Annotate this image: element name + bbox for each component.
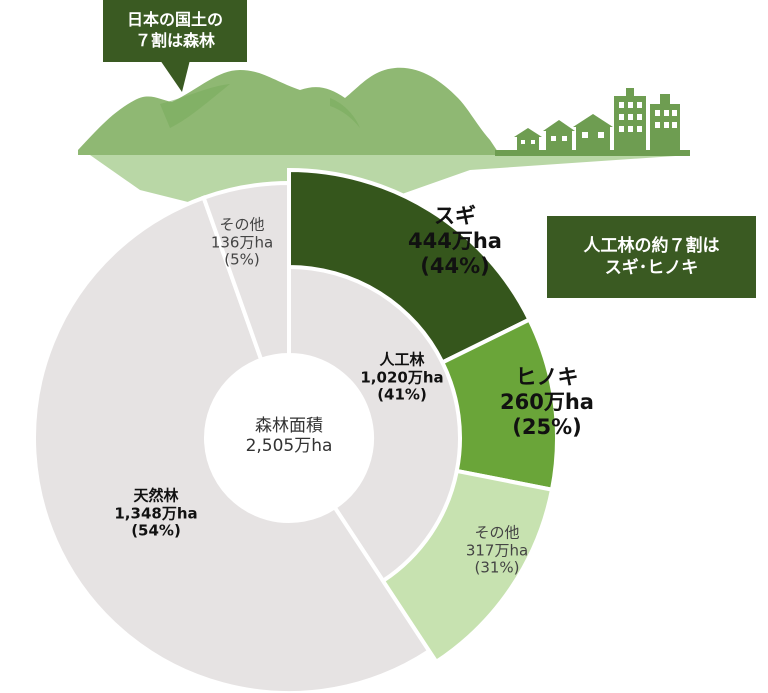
donut-ring [32,167,559,693]
center-total: 2,505万ha [245,436,333,456]
label-planted-name: 人工林 [379,350,425,369]
label-other-planted-name: その他 [474,523,520,542]
callout-pointer [160,60,190,92]
label-sugi: スギ 444万ha (44%) [408,204,502,278]
label-other-value: 136万ha [210,233,274,252]
label-sugi-pct: (44%) [420,253,490,278]
ground-strip [495,150,690,156]
town-icon [514,88,680,151]
label-natural-forest: 天然林 1,348万ha (54%) [114,487,197,540]
label-other-pct: (5%) [224,250,260,269]
label-natural-value: 1,348万ha [114,504,198,523]
planted-forest-callout: 人工林の約７割は スギ･ヒノキ [547,216,756,298]
label-hinoki-value: 260万ha [500,389,594,414]
label-hinoki-pct: (25%) [512,414,582,439]
label-natural-name: 天然林 [133,486,179,505]
mountains-icon [78,67,500,155]
callout-right-line2: スギ･ヒノキ [604,258,699,278]
callout-top-line1: 日本の国土の [126,10,223,30]
label-hinoki-name: ヒノキ [515,364,579,389]
label-sugi-value: 444万ha [408,228,502,253]
label-natural-pct: (54%) [131,521,181,540]
callout-right-line1: 人工林の約７割は [583,235,720,256]
label-other-planted: その他 317万ha (31%) [466,524,528,577]
donut-hole [206,355,372,521]
label-planted-value: 1,020万ha [360,368,444,387]
callout-top-line2: ７割は森林 [134,31,215,50]
label-other-planted-value: 317万ha [465,541,529,560]
slice-other-planted [380,468,555,665]
label-sugi-name: スギ [434,203,476,228]
label-other-planted-pct: (31%) [474,558,520,577]
label-other-name: その他 [219,215,265,234]
label-planted-pct: (41%) [377,385,427,404]
town-windows [521,102,677,144]
mountains-ridge-icon [160,84,360,128]
label-planted-forest: 人工林 1,020万ha (41%) [360,351,443,404]
label-other-forest: その他 136万ha (5%) [211,216,273,269]
forest-share-callout: 日本の国土の ７割は森林 [103,0,247,62]
center-title: 森林面積 [254,415,323,436]
label-hinoki: ヒノキ 260万ha (25%) [500,365,594,439]
center-label: 森林面積 2,505万ha [246,416,333,456]
